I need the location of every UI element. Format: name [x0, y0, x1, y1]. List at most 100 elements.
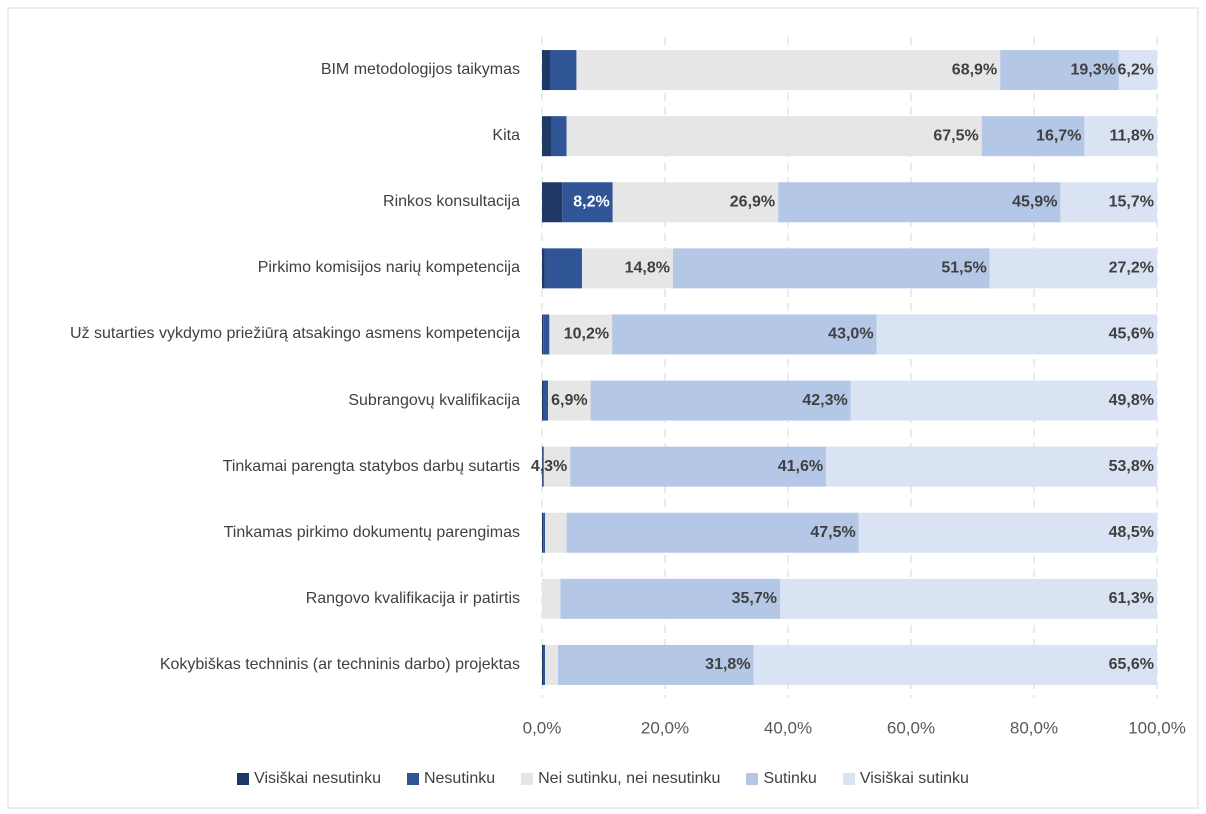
- category-label: Kita: [492, 114, 520, 158]
- bar-segment: [542, 446, 543, 487]
- bar-segment: [753, 644, 1157, 685]
- bar-segment: [543, 644, 546, 685]
- bar-segment: [1084, 116, 1157, 157]
- x-tick-label: 40,0%: [764, 718, 812, 737]
- bar-segment: [612, 182, 779, 223]
- bar-segment: [850, 380, 1157, 421]
- data-label: 16,7%: [1036, 127, 1081, 144]
- category-label: BIM metodologijos taikymas: [321, 48, 520, 92]
- bar-segment: [876, 314, 1157, 355]
- bar-segment: [548, 380, 591, 421]
- bar-segment: [542, 314, 544, 355]
- bar-segment: [542, 644, 544, 685]
- data-label: 31,8%: [705, 656, 750, 673]
- x-tick-label: 60,0%: [887, 718, 935, 737]
- bar-segment: [672, 248, 990, 289]
- legend-label: Visiškai sutinku: [859, 770, 969, 787]
- data-label: 6,2%: [1118, 61, 1154, 78]
- legend-item: Nesutinku: [406, 770, 496, 788]
- legend-item: Nei sutinku, nei nesutinku: [521, 770, 720, 788]
- x-tick-label: 0,0%: [523, 718, 562, 737]
- data-label: 15,7%: [1109, 193, 1154, 210]
- data-label: 53,8%: [1109, 458, 1154, 475]
- category-label-text: Subrangovų kvalifikacija: [348, 391, 520, 409]
- bar-segment: [590, 380, 851, 421]
- data-label: 51,5%: [941, 260, 986, 277]
- category-label-text: Kokybiškas techninis (ar techninis darbo…: [159, 655, 520, 673]
- category-label-text: Kita: [492, 127, 520, 145]
- data-label: 47,5%: [810, 524, 855, 541]
- bar-segment: [543, 380, 549, 421]
- bar-segment: [542, 578, 561, 619]
- category-label: Subrangovų kvalifikacija: [348, 379, 520, 423]
- bar-segment: [543, 314, 550, 355]
- legend: Visiškai nesutinku Nesutinku Nei sutinku, …: [0, 770, 1206, 788]
- bar-segment: [545, 644, 558, 685]
- legend-label: Sutinku: [763, 770, 817, 787]
- bar-segment: [566, 512, 859, 553]
- legend-item: Visiškai nesutinku: [237, 770, 381, 788]
- legend-label: Visiškai nesutinku: [254, 770, 381, 787]
- bar-segment: [542, 380, 544, 421]
- bar-segment: [545, 512, 567, 553]
- legend-swatch: [521, 773, 534, 785]
- legend-swatch: [237, 773, 250, 785]
- x-tick-label: 80,0%: [1010, 718, 1058, 737]
- category-label: Tinkamas pirkimo dokumentų parengimas: [224, 511, 520, 555]
- data-label: 6,9%: [551, 392, 587, 409]
- bar-segment: [542, 116, 552, 157]
- bar-segment: [612, 314, 877, 355]
- bar-segment: [981, 116, 1085, 157]
- data-label: 14,8%: [625, 260, 670, 277]
- bar-segment: [581, 248, 673, 289]
- category-label: Rinkos konsultacija: [383, 180, 520, 224]
- data-label: 27,2%: [1109, 260, 1154, 277]
- bar-segment: [542, 248, 545, 289]
- data-label: 61,3%: [1109, 590, 1154, 607]
- data-label: 35,7%: [732, 590, 777, 607]
- data-label: 68,9%: [952, 61, 997, 78]
- data-label: 26,9%: [730, 193, 775, 210]
- bar-segment: [560, 578, 781, 619]
- bar-segment: [542, 50, 550, 91]
- data-label: 48,5%: [1109, 524, 1154, 541]
- category-label-text: Tinkamas pirkimo dokumentų parengimas: [223, 523, 520, 541]
- legend-label: Nei sutinku, nei nesutinku: [538, 770, 721, 787]
- data-label: 65,6%: [1109, 656, 1154, 673]
- category-label-text: Rinkos konsultacija: [383, 193, 520, 211]
- chart-frame: [7, 7, 1199, 809]
- x-tick-label: 20,0%: [641, 718, 689, 737]
- legend-item: Sutinku: [746, 770, 817, 788]
- bar-segment: [557, 644, 754, 685]
- bar-segment: [542, 182, 563, 223]
- data-label: 19,3%: [1070, 61, 1115, 78]
- category-label-text: Pirkimo komisijos narių kompetencija: [257, 259, 520, 277]
- data-label: 43,0%: [828, 326, 873, 343]
- data-label: 8,2%: [573, 193, 609, 210]
- legend-item: Visiškai sutinku: [842, 770, 969, 788]
- legend-swatch: [406, 773, 419, 785]
- data-label: 10,2%: [564, 326, 609, 343]
- bar-segment: [542, 512, 544, 553]
- legend-swatch: [746, 773, 759, 785]
- bar-segment: [576, 50, 1001, 91]
- bar-segment: [989, 248, 1157, 289]
- bar-segment: [549, 314, 613, 355]
- data-label: 45,9%: [1012, 193, 1057, 210]
- data-label: 45,6%: [1109, 326, 1154, 343]
- x-tick-label: 100,0%: [1128, 718, 1186, 737]
- bar-segment: [566, 116, 982, 157]
- data-label: 4,3%: [531, 458, 567, 475]
- bar-segment: [549, 50, 577, 91]
- category-label: Kokybiškas techninis (ar techninis darbo…: [160, 643, 520, 687]
- bar-segment: [551, 116, 567, 157]
- category-label-text: Už sutarties vykdymo priežiūrą atsakingo…: [70, 325, 520, 343]
- bar-segment: [858, 512, 1157, 553]
- data-label: 67,5%: [933, 127, 978, 144]
- data-label: 49,8%: [1109, 392, 1154, 409]
- bar-segment: [543, 446, 571, 487]
- legend-label: Nesutinku: [423, 770, 496, 787]
- data-label: 41,6%: [778, 458, 823, 475]
- bar-segment: [1000, 50, 1119, 91]
